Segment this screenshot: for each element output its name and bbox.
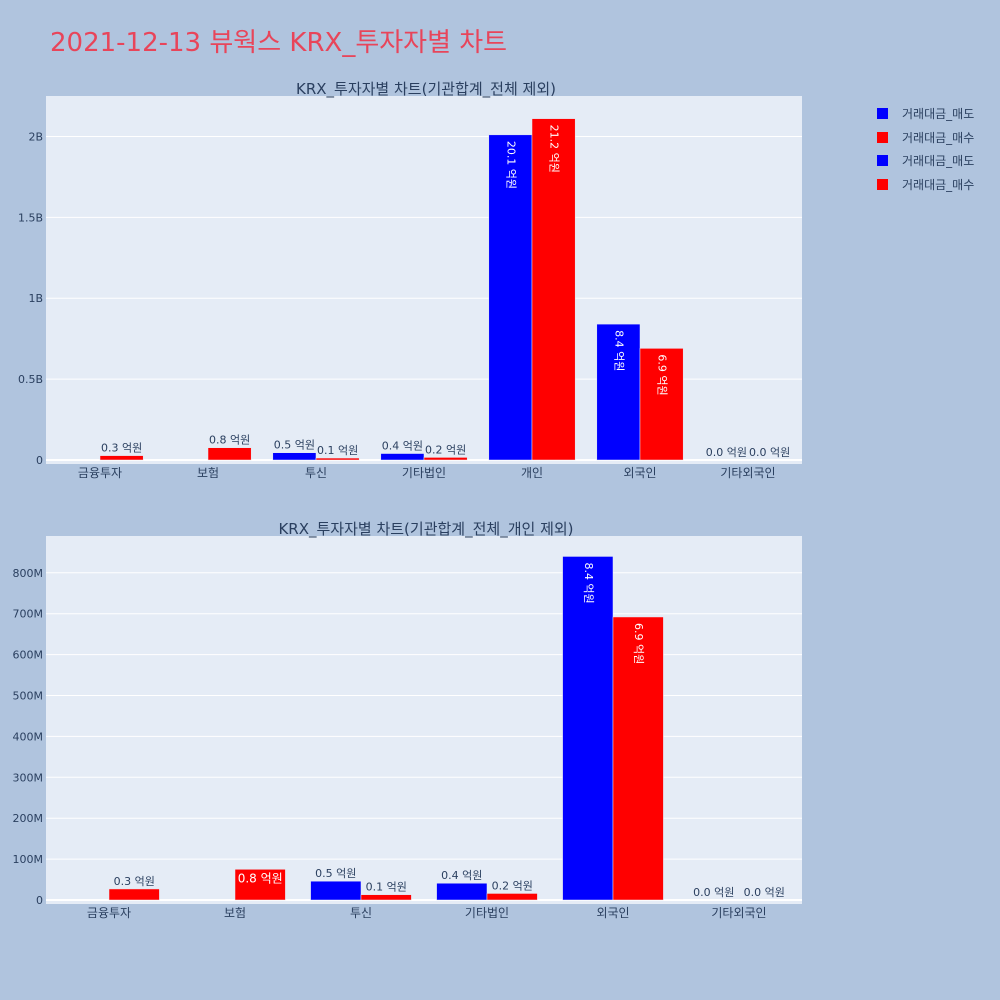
- y-tick-label: 0: [36, 894, 43, 907]
- page-title: 2021-12-13 뷰웍스 KRX_투자자별 차트: [50, 28, 508, 58]
- x-tick-label: 기타법인: [402, 466, 446, 480]
- bar: [108, 888, 160, 901]
- data-label: 8.4 억원: [582, 562, 595, 603]
- data-label: 0.0 억원: [693, 886, 734, 899]
- data-label: 0.2 억원: [425, 443, 466, 456]
- y-tick-label: 300M: [13, 771, 44, 784]
- y-tick-label: 1B: [28, 292, 43, 305]
- x-tick-label: 기타외국인: [711, 906, 766, 920]
- bar: [315, 457, 360, 461]
- plot-area: [46, 96, 802, 464]
- bar: [272, 452, 317, 461]
- data-label: 0.8 억원: [209, 434, 250, 447]
- x-tick-label: 금융투자: [78, 466, 122, 480]
- data-label: 0.1 억원: [317, 444, 358, 457]
- data-label: 0.4 억원: [382, 440, 423, 453]
- bar: [596, 323, 641, 461]
- bar: [234, 869, 286, 901]
- legend-label: 거래대금_매수: [902, 130, 975, 145]
- data-label: 20.1 억원: [504, 141, 517, 189]
- bar: [612, 616, 664, 901]
- data-label: 6.9 억원: [656, 354, 669, 395]
- legend-swatch: [877, 108, 888, 119]
- data-label: 6.9 억원: [632, 623, 645, 664]
- data-label: 21.2 억원: [548, 125, 561, 173]
- data-label: 0.3 억원: [114, 875, 155, 888]
- data-label: 0.0 억원: [706, 446, 747, 459]
- data-label: 0.5 억원: [274, 439, 315, 452]
- chart-title: KRX_투자자별 차트(기관합계_전체 제외): [296, 80, 556, 99]
- legend-label: 거래대금_매도: [902, 107, 975, 121]
- x-tick-label: 기타외국인: [720, 466, 775, 480]
- chart-panel-1: 0 0.5B 1B 1.5B 2B KRX_투자자별 차트(기관합계_전체 제외) 금융투자…: [18, 80, 802, 480]
- bar: [207, 447, 252, 461]
- data-label: 0.8 억원: [238, 871, 283, 885]
- y-tick-label: 1.5B: [18, 211, 43, 224]
- y-tick-label: 0: [36, 454, 43, 467]
- x-tick-label: 기타법인: [465, 906, 509, 920]
- bar: [488, 134, 533, 461]
- data-label: 0.3 억원: [101, 442, 142, 455]
- bar: [310, 880, 362, 901]
- y-tick-label: 2B: [28, 130, 43, 143]
- x-tick-label: 보험: [224, 906, 246, 920]
- legend-swatch: [877, 131, 888, 143]
- y-tick-label: 600M: [13, 649, 44, 662]
- chart-panel-2: 0 100M 200M 300M 400M 500M 600M 700M 800M KRX_투자자…: [13, 520, 802, 920]
- y-tick-label: 200M: [13, 812, 44, 825]
- y-tick-label: 0.5B: [18, 373, 43, 386]
- x-tick-label: 투신: [305, 466, 327, 480]
- x-tick-label: 금융투자: [87, 906, 131, 920]
- y-tick-label: 400M: [13, 730, 44, 743]
- y-tick-label: 800M: [13, 567, 44, 580]
- legend-swatch: [877, 155, 888, 166]
- data-label: 0.2 억원: [492, 879, 533, 892]
- bar: [639, 348, 684, 461]
- data-label: 0.0 억원: [744, 886, 785, 899]
- x-tick-label: 외국인: [623, 466, 656, 480]
- data-label: 8.4 억원: [612, 330, 625, 371]
- x-tick-label: 개인: [521, 466, 543, 480]
- y-tick-label: 100M: [13, 853, 44, 866]
- plot-area: [46, 536, 802, 904]
- bar: [99, 455, 144, 461]
- bar: [436, 882, 488, 901]
- data-label: 0.1 억원: [366, 881, 407, 894]
- x-tick-label: 보험: [197, 466, 219, 480]
- x-tick-label: 외국인: [596, 906, 629, 920]
- data-label: 0.4 억원: [441, 869, 482, 882]
- y-tick-label: 500M: [13, 690, 44, 703]
- legend-label: 거래대금_매도: [902, 154, 975, 168]
- bar: [380, 453, 425, 461]
- bar: [531, 118, 576, 461]
- data-label: 0.0 억원: [749, 446, 790, 459]
- bar: [360, 894, 412, 901]
- y-tick-label: 700M: [13, 608, 44, 621]
- bar: [423, 457, 468, 461]
- bar: [486, 893, 538, 901]
- data-label: 0.5 억원: [315, 867, 356, 880]
- chart-title: KRX_투자자별 차트(기관합계_전체_개인 제외): [278, 520, 573, 539]
- x-tick-label: 투신: [350, 906, 372, 920]
- legend-label: 거래대금_매수: [902, 177, 975, 192]
- bar: [562, 556, 614, 901]
- legend-swatch: [877, 178, 888, 190]
